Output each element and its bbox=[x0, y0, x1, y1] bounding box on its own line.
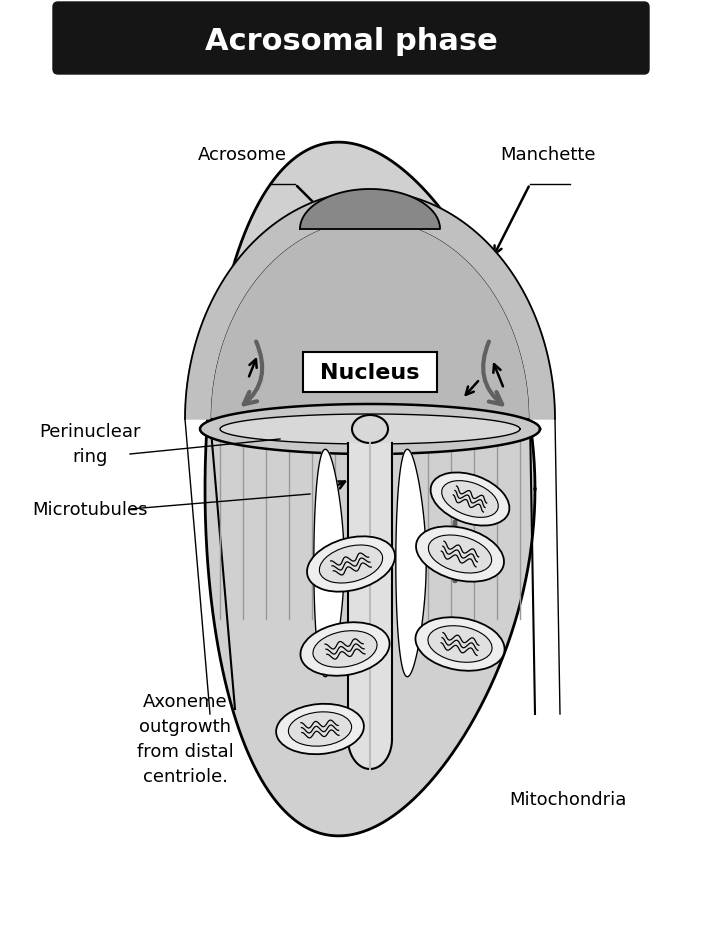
Polygon shape bbox=[210, 220, 530, 419]
Polygon shape bbox=[314, 450, 344, 677]
Text: Microtubules: Microtubules bbox=[32, 501, 147, 519]
Ellipse shape bbox=[276, 704, 364, 754]
Text: Axoneme
outgrowth
from distal
centriole.: Axoneme outgrowth from distal centriole. bbox=[137, 693, 233, 785]
Polygon shape bbox=[220, 415, 520, 445]
Polygon shape bbox=[348, 444, 392, 739]
Text: Nucleus: Nucleus bbox=[320, 362, 420, 383]
Ellipse shape bbox=[430, 473, 510, 526]
Text: Mitochondria: Mitochondria bbox=[510, 790, 627, 808]
Text: Perinuclear
ring: Perinuclear ring bbox=[39, 423, 140, 466]
Ellipse shape bbox=[319, 546, 383, 583]
Polygon shape bbox=[396, 450, 426, 677]
Ellipse shape bbox=[307, 536, 395, 592]
Ellipse shape bbox=[442, 481, 498, 518]
Ellipse shape bbox=[313, 631, 377, 667]
Polygon shape bbox=[348, 739, 392, 769]
Ellipse shape bbox=[300, 622, 390, 676]
Polygon shape bbox=[300, 190, 440, 229]
Polygon shape bbox=[200, 404, 540, 455]
Text: Manchette: Manchette bbox=[501, 146, 596, 164]
Polygon shape bbox=[185, 192, 555, 419]
Ellipse shape bbox=[428, 535, 491, 574]
FancyBboxPatch shape bbox=[303, 353, 437, 392]
Polygon shape bbox=[205, 143, 535, 836]
Ellipse shape bbox=[416, 618, 505, 671]
FancyBboxPatch shape bbox=[53, 3, 649, 75]
Text: Acrosome: Acrosome bbox=[197, 146, 286, 164]
Ellipse shape bbox=[289, 712, 352, 746]
Ellipse shape bbox=[428, 626, 492, 663]
Text: Acrosomal phase: Acrosomal phase bbox=[204, 27, 498, 56]
Ellipse shape bbox=[352, 416, 388, 444]
Ellipse shape bbox=[416, 527, 504, 582]
